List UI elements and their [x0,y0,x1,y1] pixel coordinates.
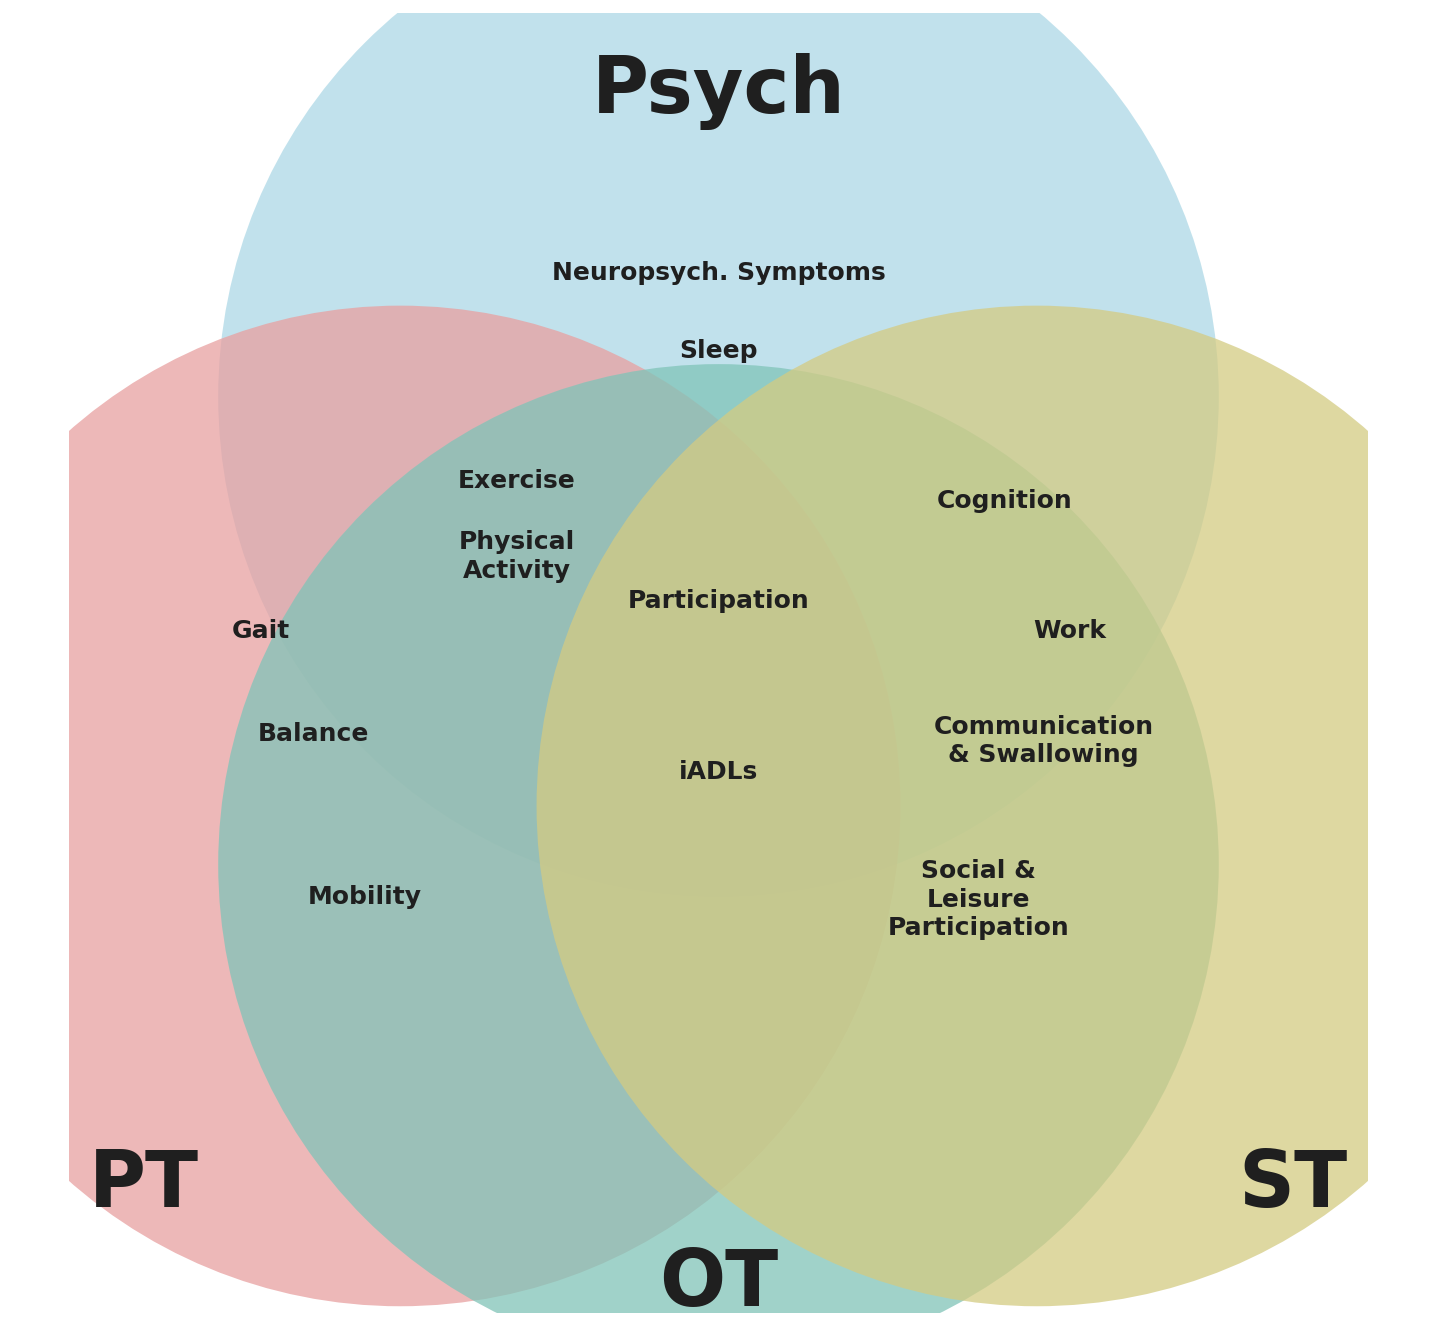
Text: Exercise: Exercise [458,469,576,493]
Text: Communication
& Swallowing: Communication & Swallowing [933,715,1154,768]
Text: Mobility: Mobility [308,884,422,908]
Text: Sleep: Sleep [680,339,757,363]
Text: Participation: Participation [628,589,809,613]
Text: PT: PT [89,1147,200,1224]
Text: Cognition: Cognition [937,488,1072,513]
Text: Balance: Balance [257,723,369,747]
Text: Work: Work [1033,618,1106,643]
Text: ST: ST [1239,1147,1348,1224]
Text: Neuropsych. Symptoms: Neuropsych. Symptoms [552,261,885,285]
Circle shape [0,305,901,1306]
Text: OT: OT [660,1246,777,1322]
Circle shape [218,365,1219,1326]
Text: Physical
Activity: Physical Activity [458,530,575,583]
Circle shape [536,305,1437,1306]
Text: Social &
Leisure
Participation: Social & Leisure Participation [888,859,1069,940]
Circle shape [218,0,1219,896]
Text: iADLs: iADLs [678,760,759,784]
Text: Psych: Psych [592,53,845,130]
Text: Gait: Gait [231,618,290,643]
